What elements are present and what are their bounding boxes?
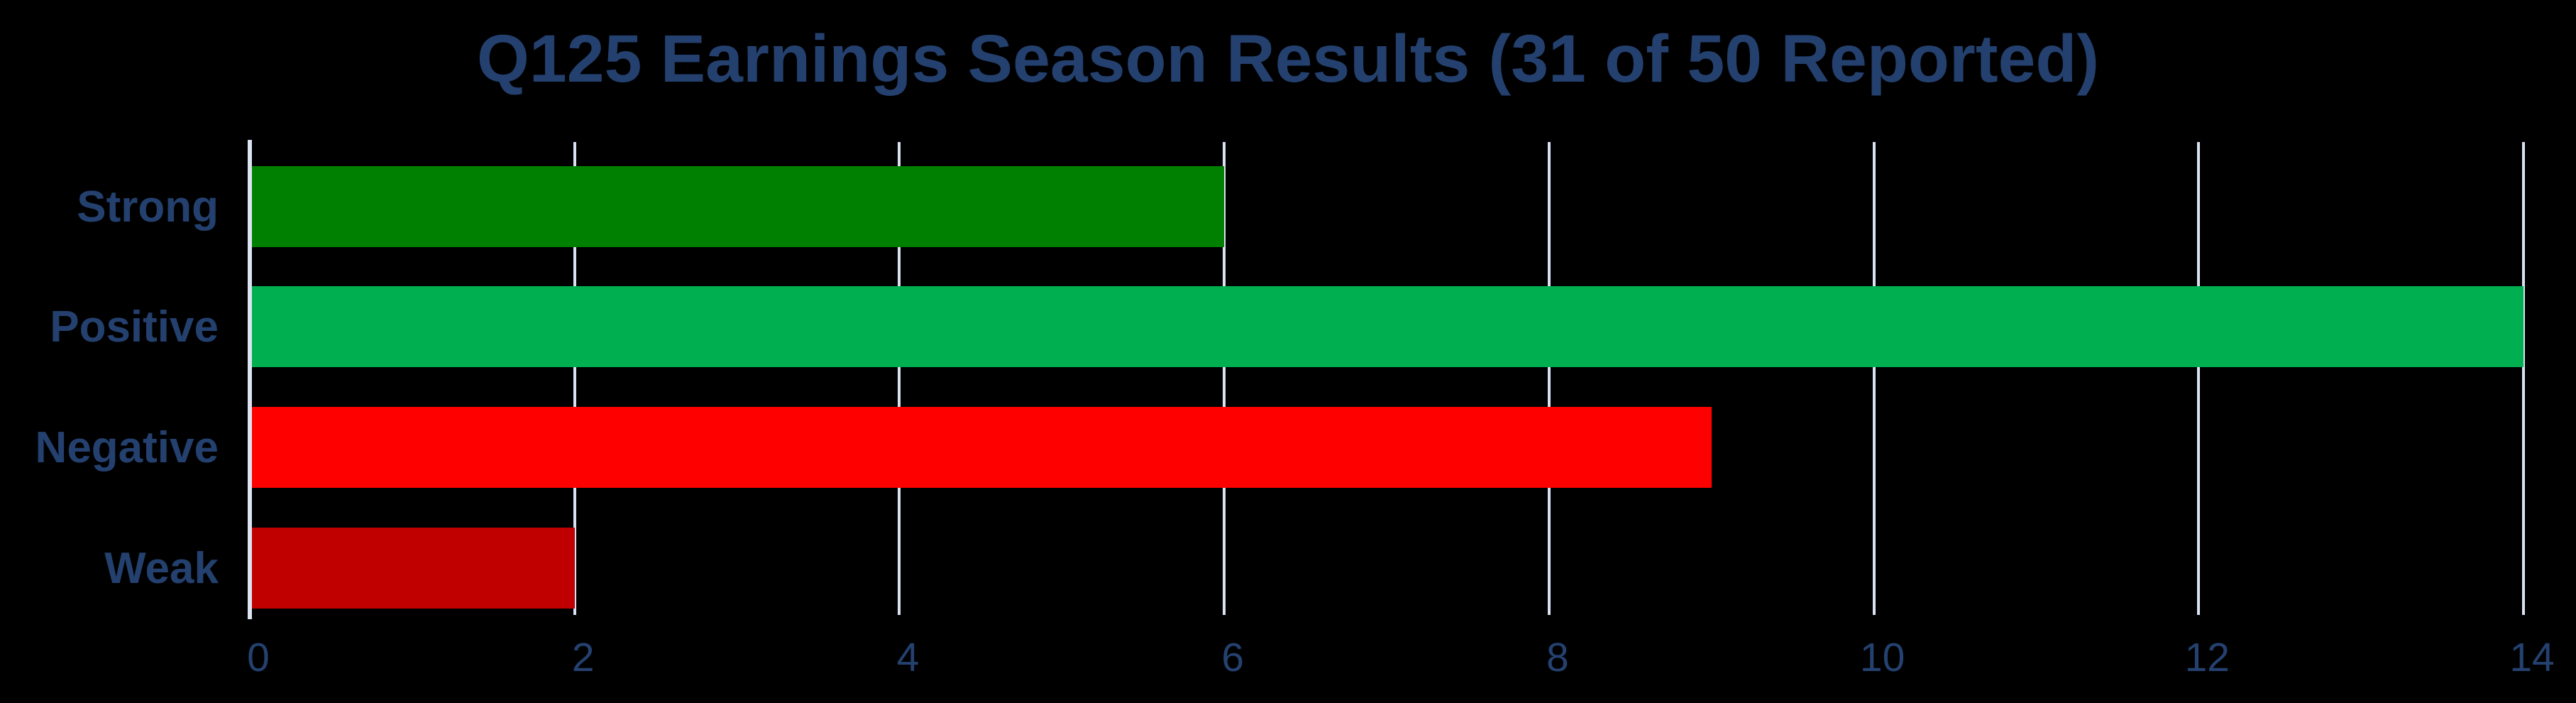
gridline-x10 xyxy=(1872,142,1876,615)
x-tick-label-10: 10 xyxy=(1859,635,1905,680)
gridline-x12 xyxy=(2197,142,2201,615)
gridline-x4 xyxy=(898,142,901,615)
y-axis-line xyxy=(248,140,252,619)
bar-strong xyxy=(252,166,1225,247)
x-tick-label-0: 0 xyxy=(247,635,270,680)
category-label-strong: Strong xyxy=(77,182,219,231)
bar-weak xyxy=(252,528,575,609)
x-tick-label-8: 8 xyxy=(1546,635,1569,680)
category-label-weak: Weak xyxy=(104,543,219,593)
gridline-x2 xyxy=(573,142,576,615)
x-tick-label-2: 2 xyxy=(571,635,595,680)
gridline-x8 xyxy=(1547,142,1551,615)
x-tick-label-12: 12 xyxy=(2184,635,2230,680)
x-tick-label-4: 4 xyxy=(896,635,920,680)
x-tick-label-14: 14 xyxy=(2509,635,2555,680)
bar-positive xyxy=(252,286,2524,367)
x-tick-label-6: 6 xyxy=(1221,635,1245,680)
category-label-positive: Positive xyxy=(50,302,219,352)
category-label-negative: Negative xyxy=(35,423,219,472)
gridline-x6 xyxy=(1223,142,1226,615)
gridline-x14 xyxy=(2522,142,2526,615)
bar-negative xyxy=(252,407,1712,488)
chart-title: Q125 Earnings Season Results (31 of 50 R… xyxy=(477,21,2099,97)
